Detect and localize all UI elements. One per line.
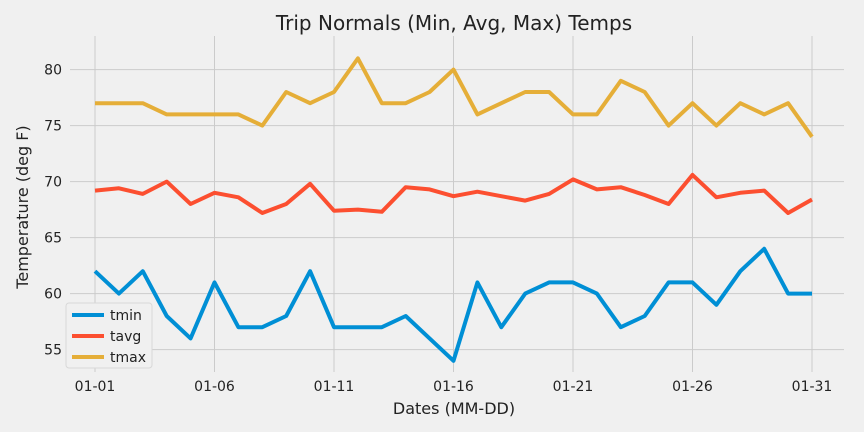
- series-line-tmin: [93, 246, 812, 363]
- plot-background: [70, 36, 844, 372]
- legend: tmin tavg tmax: [65, 302, 153, 369]
- series-line-tavg: [94, 172, 813, 215]
- x-tick-label: 01-01: [75, 379, 116, 395]
- y-tick-label: 80: [44, 63, 62, 79]
- x-tick-label: 01-21: [553, 379, 594, 395]
- y-tick-label: 60: [44, 287, 62, 303]
- x-axis-label: Dates (MM-DD): [393, 399, 515, 418]
- legend-box: [65, 302, 153, 369]
- y-tick-label: 65: [44, 231, 62, 247]
- series-line-tmax: [95, 56, 814, 138]
- x-tick-label: 01-11: [314, 379, 355, 395]
- legend-label-tmax: tmax: [110, 350, 146, 366]
- y-tick-label: 75: [44, 119, 62, 135]
- x-tick-label: 01-26: [672, 379, 713, 395]
- y-axis-label: Temperature (deg F): [13, 125, 32, 289]
- series-lines: [93, 56, 814, 363]
- grid-lines: [70, 36, 844, 372]
- y-tick-label: 55: [44, 343, 62, 359]
- legend-label-tavg: tavg: [110, 329, 141, 345]
- chart-title: Trip Normals (Min, Avg, Max) Temps: [275, 11, 632, 35]
- y-tick-label: 70: [44, 175, 62, 191]
- x-tick-label: 01-31: [792, 379, 833, 395]
- x-tick-label: 01-16: [433, 379, 474, 395]
- x-tick-label: 01-06: [194, 379, 235, 395]
- tick-labels: 55 60 65 70 75 80 01-01 01-06 01-11 01-16 01-21 01-…: [44, 63, 832, 395]
- legend-label-tmin: tmin: [110, 308, 142, 324]
